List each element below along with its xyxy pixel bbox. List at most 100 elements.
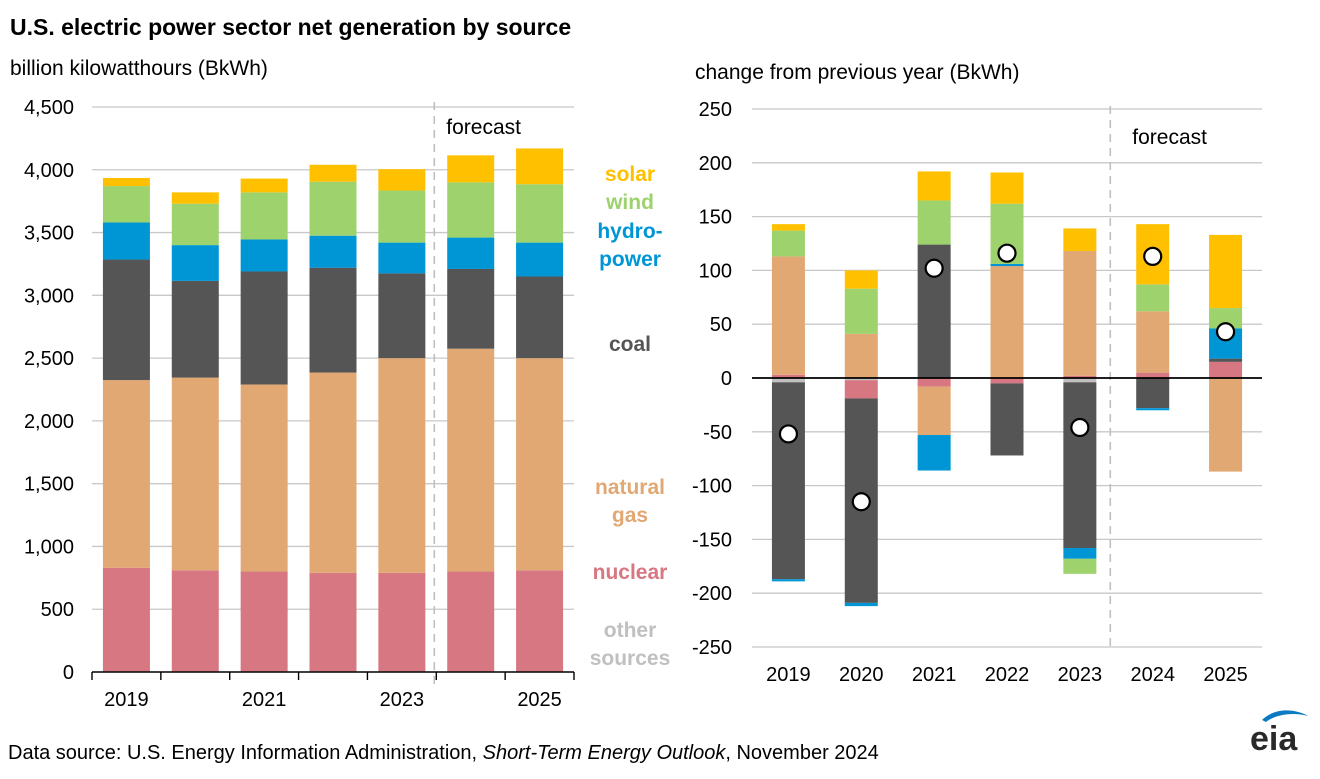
bar-segment-solar-2021 [240,178,288,193]
bar-segment-gas-2022 [309,372,357,573]
y-tick-label: -200 [692,583,732,605]
bar-segment-gas-2023 [378,358,426,573]
bar-segment-other-2020 [844,378,878,381]
net-change-marker-2022 [997,243,1017,263]
x-tick-label: 2025 [517,689,562,711]
bar-segment-gas-2022 [990,266,1024,378]
net-change-marker-2020 [851,492,871,512]
bar-segment-hydro-2022 [309,235,357,268]
net-change-marker-2025 [1215,322,1236,342]
legend-label-hydro: power [599,248,661,271]
bar-segment-other-2023 [1063,378,1097,383]
bar-segment-hydro-2020 [844,602,878,607]
y-tick-label: 1,500 [24,474,74,496]
bar-segment-nuclear-2022 [990,378,1024,384]
bar-segment-hydro-2021 [917,435,951,471]
bar-segment-nuclear-2021 [917,378,951,387]
bar-segment-wind-2024 [447,182,495,238]
bar-segment-solar-2023 [378,169,426,191]
x-tick-label: 2021 [242,689,287,711]
eia-logo-text: eia [1250,720,1298,756]
source-prefix: Data source: U.S. Energy Information Adm… [8,742,483,764]
chart-title: U.S. electric power sector net generatio… [10,14,572,40]
y-tick-label: 2,000 [24,411,74,433]
bar-segment-wind-2021 [240,192,288,240]
bar-segment-coal-2022 [990,383,1024,456]
bar-segment-gas-2020 [844,333,878,378]
right-axis-unit: change from previous year (BkWh) [695,61,1020,84]
bar-segment-coal-2023 [1063,382,1097,549]
y-tick-label: -50 [703,422,732,444]
bar-segment-nuclear-2024 [1136,372,1170,378]
generation-chart: 0 500 1,000 1,500 2,000 2,500 3,000 3,500 4,000 4… [24,97,575,711]
bar-segment-gas-2024 [447,348,495,572]
bar-segment-nuclear-2021 [240,571,288,672]
bar-segment-hydro-2021 [240,239,288,272]
bar-segment-wind-2025 [516,184,564,243]
bar-segment-solar-2024 [447,155,495,183]
bar-segment-wind-2020 [844,288,878,334]
y-tick-label: 4,500 [24,97,74,119]
bar-segment-nuclear-2020 [171,570,219,672]
bar-segment-gas-2019 [771,256,805,375]
x-tick-label: 2025 [1203,664,1248,686]
bar-segment-nuclear-2020 [844,380,878,399]
bar-segment-gas-2025 [516,358,564,571]
bar-segment-nuclear-2019 [102,567,150,672]
bar-segment-gas-2021 [917,386,951,436]
bar-segment-coal-2025 [516,276,564,359]
bar-segment-hydro-2023 [378,242,426,274]
legend-label-nuclear: nuclear [593,561,668,584]
bar-segment-gas-2024 [1136,311,1170,373]
bar-segment-nuclear-2023 [378,572,426,672]
legend-label-wind: wind [605,191,654,214]
x-tick-label: 2024 [1130,664,1175,686]
bar-segment-hydro-2019 [102,222,150,260]
bar-segment-solar-2021 [917,171,951,201]
bar-segment-nuclear-2019 [771,374,805,378]
x-tick-label: 2022 [985,664,1030,686]
bar-segment-coal-2023 [378,273,426,359]
y-tick-label: 3,500 [24,223,74,245]
forecast-label: forecast [446,116,521,139]
bar-segment-hydro-2023 [1063,548,1097,559]
y-tick-label: 1,000 [24,536,74,558]
data-source-note: Data source: U.S. Energy Information Adm… [8,742,879,765]
y-tick-label: 50 [710,314,732,336]
bar-segment-hydro-2022 [990,263,1024,267]
y-tick-label: 100 [699,260,732,282]
y-tick-label: 200 [699,153,732,175]
bar-segment-wind-2025 [1209,308,1243,329]
x-tick-label: 2023 [1058,664,1103,686]
bar-segment-coal-2019 [771,382,805,580]
net-change-marker-2023 [1070,417,1090,438]
bar-segment-nuclear-2023 [1063,375,1097,378]
y-tick-label: 2,500 [24,348,74,370]
bar-segment-nuclear-2024 [447,571,495,672]
bar-segment-gas-2023 [1063,251,1097,376]
bar-segment-solar-2025 [1209,234,1243,309]
x-tick-label: 2019 [766,664,811,686]
net-change-marker-2021 [924,258,944,278]
legend-label-other: other [604,619,657,642]
bar-segment-solar-2025 [516,148,564,185]
legend-label-other: sources [590,647,671,670]
bar-segment-wind-2022 [309,181,357,236]
bar-segment-coal-2022 [309,267,357,373]
bar-segment-wind-2023 [378,190,426,243]
bar-segment-nuclear-2025 [1209,361,1243,378]
eia-logo-swoosh-icon [1262,710,1308,722]
bar-segment-solar-2023 [1063,228,1097,252]
bar-segment-solar-2020 [844,270,878,289]
bar-segment-solar-2022 [990,172,1024,204]
y-tick-label: 4,000 [24,160,74,182]
legend-label-hydro: hydro- [597,220,662,243]
bar-segment-hydro-2024 [447,237,495,269]
y-tick-label: -100 [692,476,732,498]
bar-segment-wind-2019 [102,186,150,223]
bar-segment-coal-2021 [240,271,288,385]
y-tick-label: 500 [41,599,74,621]
bar-segment-solar-2020 [171,192,219,204]
legend-label-gas: gas [612,504,648,527]
